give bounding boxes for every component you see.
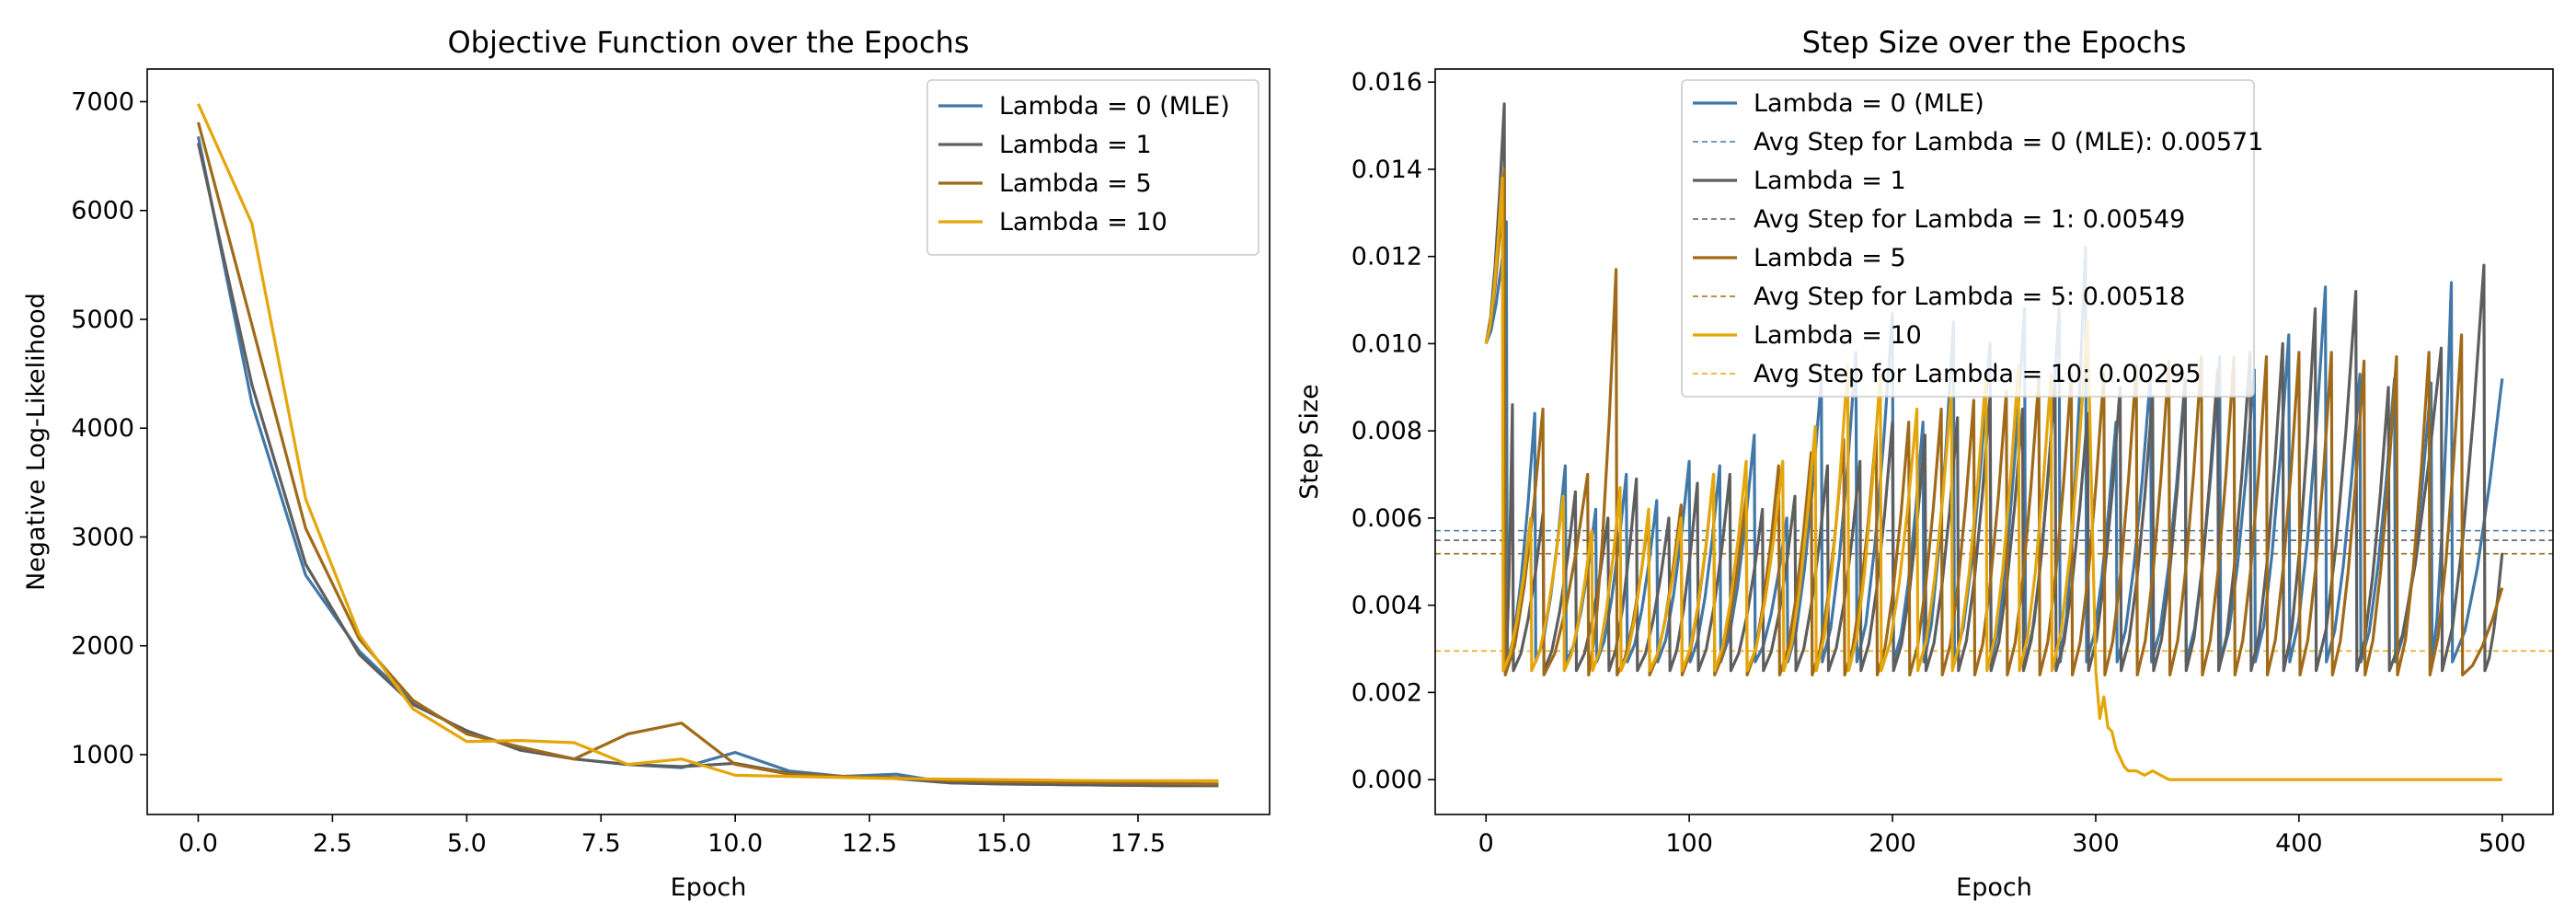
y-tick-label: 0.012 bbox=[1351, 243, 1422, 271]
y-tick-label: 0.006 bbox=[1351, 504, 1422, 533]
legend: Lambda = 0 (MLE) Avg Step for Lambda = 0 … bbox=[1681, 79, 2263, 398]
legend-label: Avg Step for Lambda = 10: 0.00295 bbox=[1754, 360, 2202, 388]
x-tick-label: 12.5 bbox=[842, 829, 897, 858]
x-tick-label: 17.5 bbox=[1110, 829, 1166, 858]
legend-label: Lambda = 0 (MLE) bbox=[999, 92, 1230, 121]
legend-label: Avg Step for Lambda = 1: 0.00549 bbox=[1754, 205, 2185, 234]
chart-title: Objective Function over the Epochs bbox=[447, 25, 969, 60]
y-tick-label: 6000 bbox=[71, 197, 134, 225]
plot-frame bbox=[146, 68, 1271, 815]
series-line bbox=[196, 143, 1219, 788]
x-tick-label: 500 bbox=[2478, 829, 2526, 858]
legend-box bbox=[1681, 79, 2255, 398]
chart-title: Step Size over the Epochs bbox=[1802, 25, 2187, 60]
step-size-chart: Step Size over the Epochs Epoch Step Siz… bbox=[1295, 25, 2554, 902]
x-tick-label: 0.0 bbox=[178, 829, 218, 858]
y-tick-label: 3000 bbox=[71, 523, 134, 551]
plot-frame bbox=[1434, 68, 2554, 815]
objective-chart: Objective Function over the Epochs Epoch… bbox=[22, 25, 1271, 902]
x-tick-label: 5.0 bbox=[447, 829, 487, 858]
x-tick-label: 0 bbox=[1478, 829, 1494, 858]
y-tick-label: 4000 bbox=[71, 414, 134, 443]
axis-ticks: 0.0 2.5 5.0 7.5 10.0 12.5 15.0 17.5 1000 2000 3000… bbox=[71, 87, 1166, 858]
y-tick-label: 0.000 bbox=[1351, 766, 1422, 794]
y-tick-label: 5000 bbox=[71, 306, 134, 334]
y-tick-label: 7000 bbox=[71, 87, 134, 116]
y-axis-label: Negative Log-Likelihood bbox=[22, 293, 51, 591]
series-line bbox=[197, 103, 1219, 782]
legend-box bbox=[926, 79, 1259, 256]
x-tick-label: 200 bbox=[1869, 829, 1916, 858]
legend-label: Lambda = 1 bbox=[999, 131, 1152, 159]
y-tick-label: 0.010 bbox=[1351, 329, 1422, 358]
y-tick-label: 0.014 bbox=[1351, 156, 1422, 184]
legend-label: Avg Step for Lambda = 5: 0.00518 bbox=[1754, 283, 2185, 311]
x-tick-label: 10.0 bbox=[707, 829, 763, 858]
x-tick-label: 15.0 bbox=[976, 829, 1031, 858]
y-tick-label: 0.004 bbox=[1351, 592, 1422, 620]
y-axis-label: Step Size bbox=[1295, 384, 1324, 499]
legend-label: Avg Step for Lambda = 0 (MLE): 0.00571 bbox=[1754, 128, 2263, 156]
legend: Lambda = 0 (MLE) Lambda = 1 Lambda = 5 Lamb… bbox=[926, 79, 1259, 256]
legend-label: Lambda = 10 bbox=[999, 208, 1167, 237]
x-tick-label: 400 bbox=[2275, 829, 2323, 858]
series-line bbox=[1484, 176, 2502, 781]
x-axis-label: Epoch bbox=[1956, 873, 2032, 902]
x-tick-label: 100 bbox=[1665, 829, 1713, 858]
legend-label: Lambda = 1 bbox=[1754, 167, 1906, 195]
x-tick-label: 300 bbox=[2072, 829, 2120, 858]
axis-ticks: 0 100 200 300 400 500 0.000 0.002 0.004 0.006 0.00… bbox=[1351, 68, 2526, 858]
legend-label: Lambda = 5 bbox=[1754, 244, 1906, 272]
x-tick-label: 7.5 bbox=[581, 829, 621, 858]
x-tick-label: 2.5 bbox=[313, 829, 352, 858]
plot-area bbox=[1434, 68, 2554, 815]
legend-label: Lambda = 5 bbox=[999, 169, 1152, 198]
plot-area bbox=[146, 68, 1271, 815]
y-tick-label: 0.002 bbox=[1351, 678, 1422, 707]
series-line bbox=[1484, 220, 2504, 664]
y-tick-label: 2000 bbox=[71, 632, 134, 661]
legend-label: Lambda = 10 bbox=[1754, 321, 1922, 350]
y-tick-label: 0.016 bbox=[1351, 68, 1422, 97]
y-tick-label: 0.008 bbox=[1351, 417, 1422, 445]
y-tick-label: 1000 bbox=[71, 741, 134, 769]
series-line bbox=[1484, 102, 2504, 673]
x-axis-label: Epoch bbox=[671, 873, 747, 902]
legend-label: Lambda = 0 (MLE) bbox=[1754, 89, 1984, 118]
